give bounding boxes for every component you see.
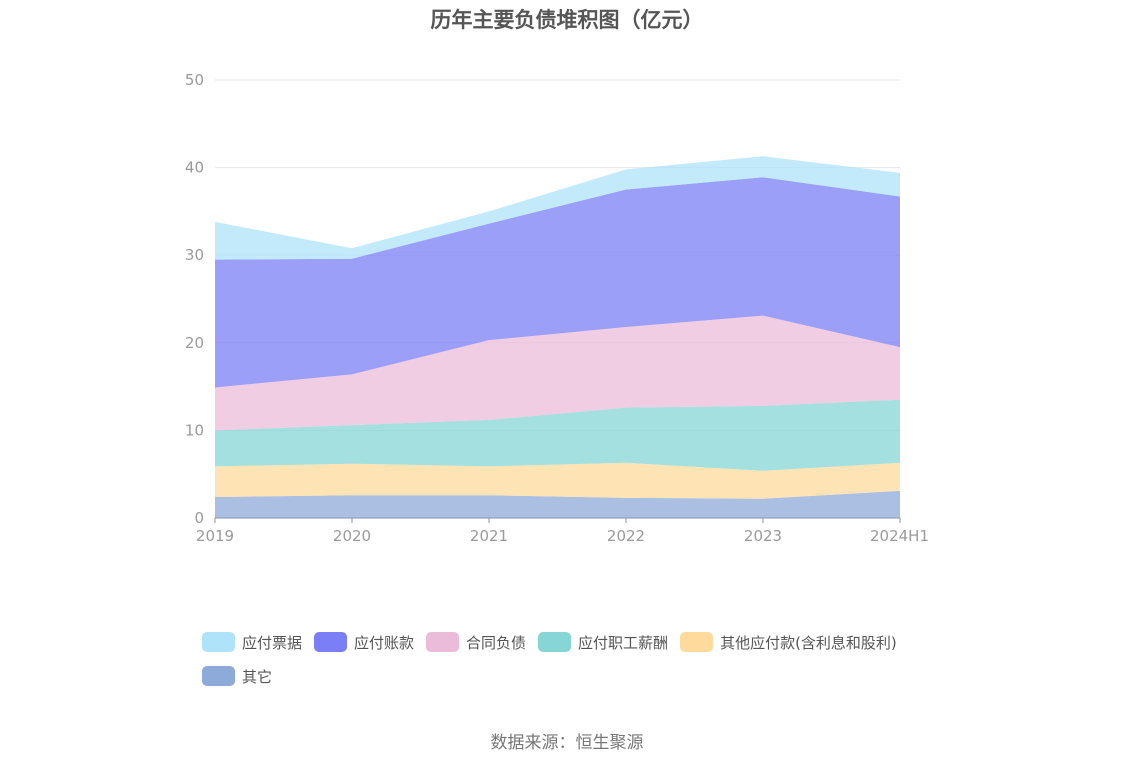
- legend-label: 其它: [242, 667, 273, 686]
- legend-item[interactable]: 其它: [202, 664, 272, 688]
- legend-label: 合同负债: [466, 633, 527, 652]
- area-series-1[interactable]: [215, 177, 900, 388]
- stacked-area-chart: 0 10 20 30 40 50 2019 2020 2021 2022 2023 2024H1: [185, 71, 929, 545]
- y-tick-label: 50: [185, 71, 204, 89]
- x-axis: [214, 517, 901, 523]
- area-series-3[interactable]: [215, 399, 900, 471]
- legend-swatch: [202, 666, 235, 686]
- area-series[interactable]: [215, 156, 900, 518]
- x-tick-label: 2022: [607, 527, 645, 545]
- y-tick-label: 40: [185, 159, 204, 177]
- legend-item[interactable]: 应付票据: [202, 630, 302, 654]
- legend-item[interactable]: 应付职工薪酬: [538, 630, 668, 654]
- legend-item[interactable]: 其他应付款(含利息和股利): [680, 630, 897, 654]
- area-series-0[interactable]: [215, 156, 900, 260]
- y-tick-label: 10: [185, 421, 204, 439]
- chart-title: 历年主要负债堆积图（亿元）: [430, 8, 704, 32]
- x-tick-label: 2021: [470, 527, 508, 545]
- x-tick-label: 2023: [744, 527, 782, 545]
- x-tick-label: 2024H1: [870, 527, 929, 545]
- y-axis-labels: 0 10 20 30 40 50: [185, 71, 204, 527]
- legend-label: 应付职工薪酬: [578, 633, 669, 652]
- x-tick-label: 2019: [196, 527, 234, 545]
- area-series-5[interactable]: [215, 490, 900, 518]
- x-tick-label: 2020: [333, 527, 371, 545]
- legend-label: 应付票据: [242, 633, 303, 652]
- x-axis-labels: 2019 2020 2021 2022 2023 2024H1: [196, 527, 929, 545]
- legend-swatch: [680, 632, 714, 652]
- area-series-4[interactable]: [215, 462, 900, 499]
- legend-swatch: [426, 632, 460, 652]
- y-tick-label: 20: [185, 334, 204, 352]
- legend-swatch: [538, 632, 572, 652]
- data-source: 数据来源：恒生聚源: [490, 733, 644, 753]
- legend-label: 其他应付款(含利息和股利): [720, 633, 897, 652]
- y-tick-label: 30: [185, 246, 204, 264]
- legend-item[interactable]: 应付账款: [314, 630, 414, 654]
- legend-item[interactable]: 合同负债: [426, 630, 526, 654]
- y-tick-label: 0: [194, 509, 204, 527]
- area-series-2[interactable]: [215, 315, 900, 431]
- legend-swatch: [202, 632, 235, 652]
- legend: 应付票据 应付账款 合同负债 应付职工薪酬 其他应付款(含利息和股利) 其它: [202, 630, 962, 688]
- legend-swatch: [314, 632, 348, 652]
- legend-label: 应付账款: [354, 633, 415, 652]
